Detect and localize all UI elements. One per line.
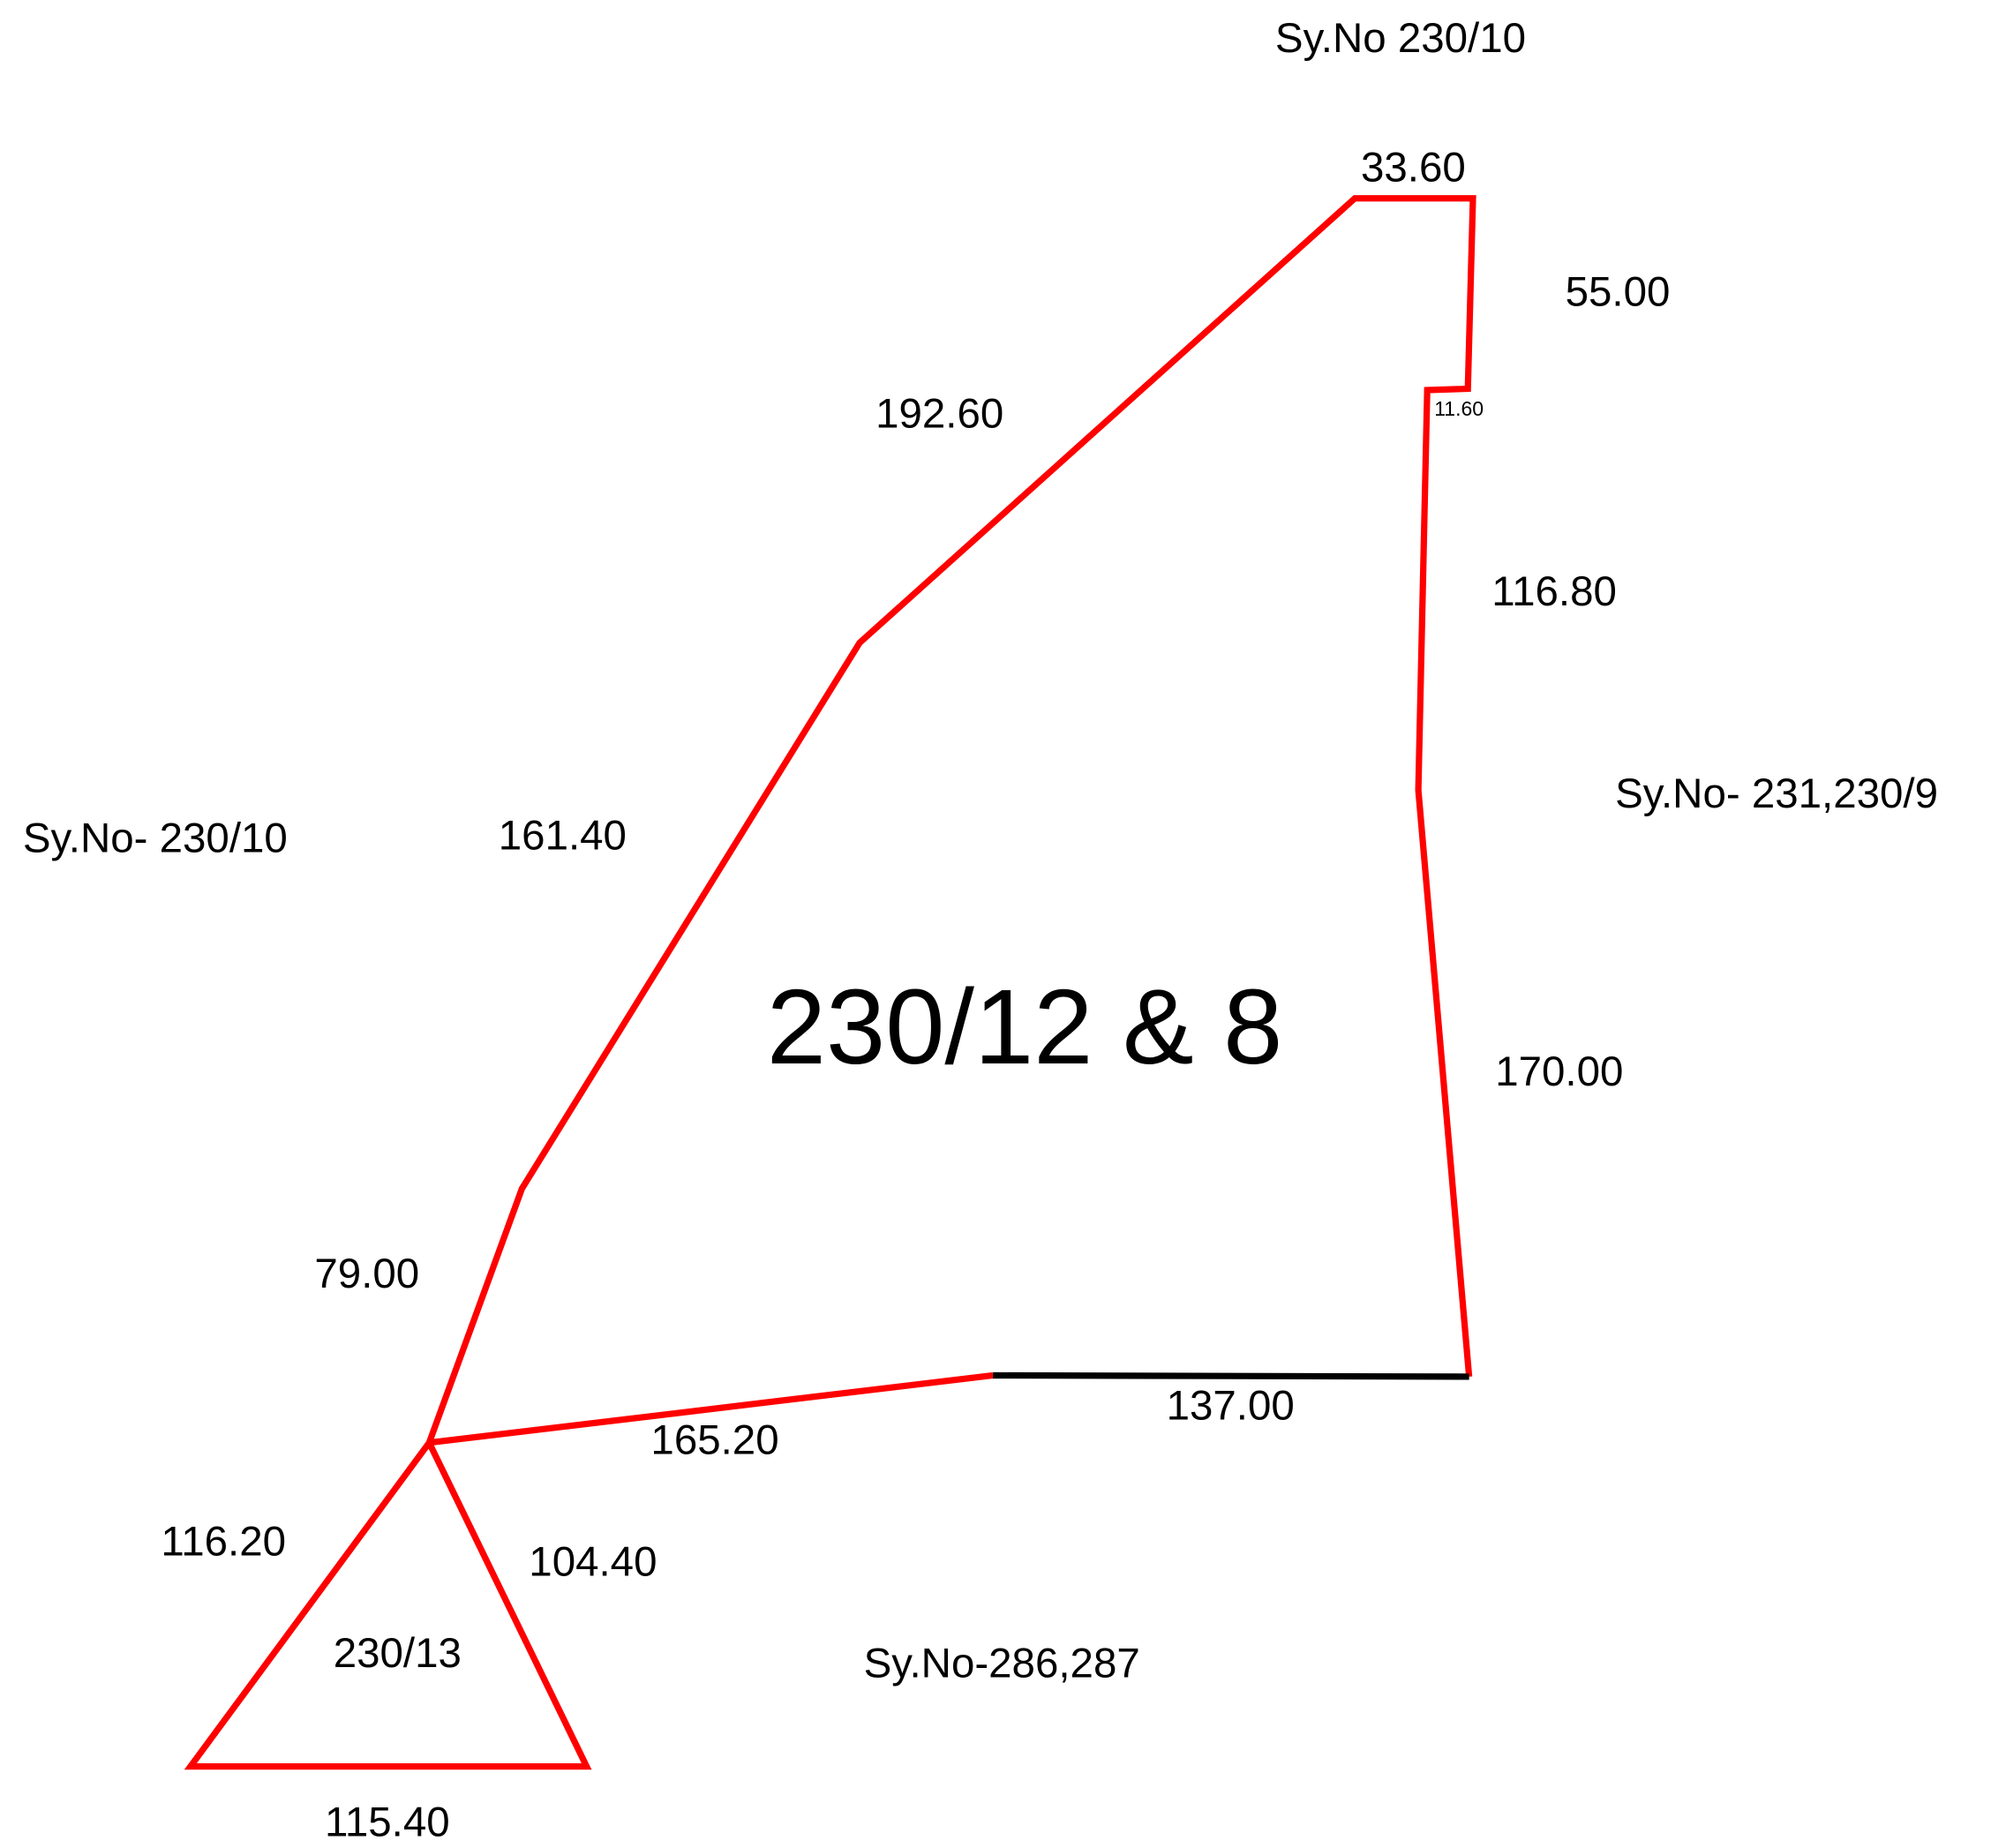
dimension-label: 115.40 xyxy=(325,1799,450,1845)
survey-label: Sy.No-286,287 xyxy=(864,1641,1140,1687)
parcel-label: 230/13 xyxy=(334,1630,462,1677)
dimension-label: 116.80 xyxy=(1491,568,1617,615)
survey-label: Sy.No 230/10 xyxy=(1275,15,1526,62)
survey-label: Sy.No- 231,230/9 xyxy=(1615,770,1938,817)
dimension-label: 170.00 xyxy=(1495,1048,1623,1095)
dimension-label: 104.40 xyxy=(529,1538,657,1585)
survey-label: Sy.No- 230/10 xyxy=(23,815,288,861)
dimension-label: 11.60 xyxy=(1434,397,1484,420)
dimension-label: 192.60 xyxy=(875,391,1003,438)
parcel-label: 230/12 & 8 xyxy=(767,967,1283,1086)
dimension-label: 55.00 xyxy=(1566,269,1671,316)
dimension-label: 161.40 xyxy=(499,812,627,859)
dimension-label: 79.00 xyxy=(314,1251,419,1297)
sub-parcel-boundary xyxy=(184,1436,592,1770)
dimension-label: 116.20 xyxy=(161,1518,286,1565)
boundary-segment xyxy=(993,1371,1469,1380)
dimension-label: 137.00 xyxy=(1167,1382,1295,1429)
dimension-label: 33.60 xyxy=(1361,145,1466,192)
parcel-boundary xyxy=(424,195,1476,1447)
dimension-label: 165.20 xyxy=(650,1416,778,1463)
